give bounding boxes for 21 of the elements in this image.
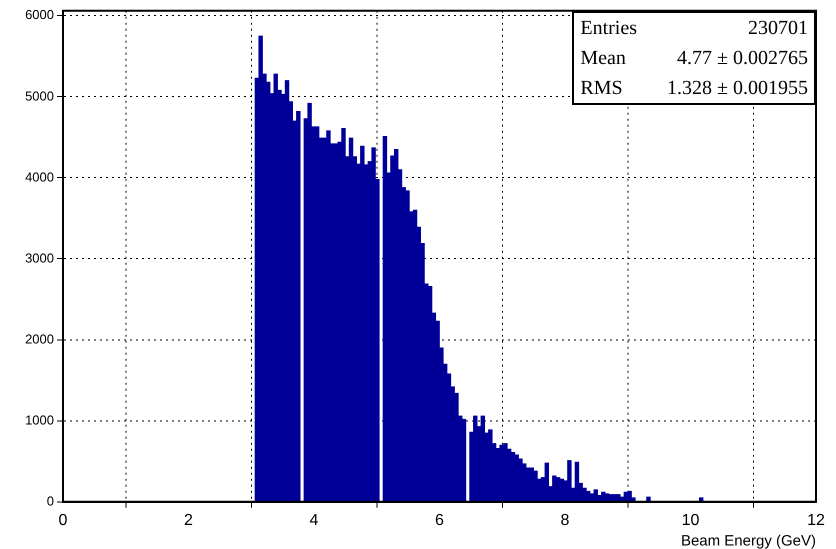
y-tick-label: 4000 <box>25 169 54 184</box>
x-tick-label: 2 <box>184 512 194 529</box>
y-tick-label: 2000 <box>25 331 54 346</box>
x-tick-label: 4 <box>310 512 319 529</box>
y-tick-label: 3000 <box>25 250 54 266</box>
x-tick-label: 12 <box>807 512 825 529</box>
x-axis-title: Beam Energy (GeV) <box>680 532 816 549</box>
x-tick-label: 0 <box>58 512 68 529</box>
annotation: Entries <box>580 16 638 41</box>
y-tick-label: 1000 <box>25 412 54 428</box>
x-tick-label: 10 <box>682 512 700 529</box>
annotation: 230701 <box>747 16 808 41</box>
y-tick-label: 5000 <box>25 88 54 104</box>
x-tick-label: 8 <box>560 512 570 529</box>
annotation: RMS <box>580 76 624 101</box>
y-tick-label: 6000 <box>25 7 54 22</box>
annotation: 1.328 ± 0.001955 <box>667 76 808 101</box>
y-tick-label: 0 <box>46 493 54 508</box>
annotation: 4.77 ± 0.002765 <box>676 46 808 71</box>
annotation: Mean <box>580 46 627 71</box>
x-tick-label: 6 <box>435 512 444 529</box>
